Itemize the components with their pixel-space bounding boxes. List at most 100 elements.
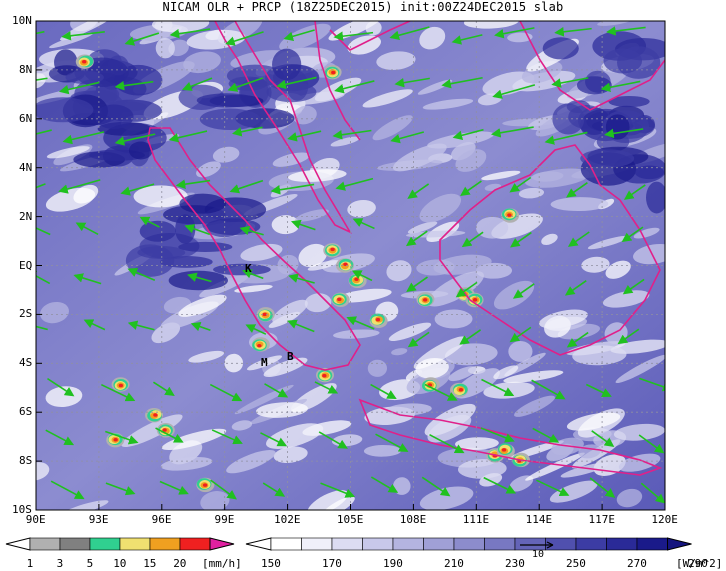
cloud-patch <box>347 199 376 218</box>
cloud-patch <box>46 146 90 159</box>
wind-vector <box>36 270 51 285</box>
precip-bar-bin <box>59 537 91 551</box>
lat-label: 4S <box>19 356 33 370</box>
wind-vector <box>262 482 286 497</box>
precip-bar-bin <box>89 537 121 551</box>
precip-cell <box>262 312 267 317</box>
wind-vector <box>640 482 665 504</box>
wind-vector <box>460 180 482 197</box>
cloud-patch <box>161 428 227 450</box>
precip-unit-label: [mm/h] <box>202 557 242 570</box>
lon-label: 99E <box>214 513 235 526</box>
cloud-patch <box>613 423 665 441</box>
wind-vector <box>139 216 160 228</box>
wind-vector <box>187 272 212 283</box>
lat-label: EQ <box>19 258 33 272</box>
wind-vector <box>225 31 264 46</box>
cloud-patch <box>200 491 230 510</box>
precip-cell <box>337 297 342 302</box>
lon-label: 111E <box>462 513 490 526</box>
cloud-patch <box>307 260 340 271</box>
wind-vector <box>483 476 517 494</box>
cloud-patch <box>581 256 610 273</box>
wind-vector <box>36 77 48 81</box>
lat-label: 10S <box>12 503 32 516</box>
wind-vector <box>232 126 263 137</box>
cloud-patch <box>263 357 308 377</box>
lon-label: 114E <box>525 513 553 526</box>
cloud-patch <box>367 359 388 377</box>
cloud-patch <box>363 444 402 457</box>
wind-vector <box>245 324 267 335</box>
wind-vector <box>604 128 644 139</box>
wind-vector <box>407 331 430 348</box>
wind-vector <box>623 184 646 200</box>
wind-vector <box>36 325 48 331</box>
wind-vector <box>544 131 588 145</box>
cloud-patch <box>434 309 473 329</box>
wind-vector <box>36 30 45 35</box>
wind-vector <box>36 227 51 236</box>
cloud-patch <box>372 115 413 141</box>
cloud-patch <box>550 197 609 212</box>
wind-vector <box>242 269 264 280</box>
cloud-patch <box>295 209 329 222</box>
wind-vector <box>490 126 534 138</box>
cloud-patch <box>508 341 533 362</box>
olr-tick-label: 190 <box>383 557 403 570</box>
wind-vector <box>73 273 102 285</box>
coastline-segment <box>329 21 411 51</box>
cloud-patch <box>365 21 382 36</box>
cloud-patch <box>246 355 282 371</box>
clear-sky-patch <box>139 220 176 242</box>
cloud-patch <box>196 161 221 178</box>
wind-vector <box>124 32 160 46</box>
cloud-patch <box>272 299 308 324</box>
cloud-patch <box>549 480 598 503</box>
wind-vector <box>288 273 315 284</box>
cloud-patch <box>407 221 438 234</box>
olr-bar-bin <box>453 537 485 551</box>
precip-cell <box>118 383 124 388</box>
precip-tick-label: 1 <box>26 557 34 570</box>
cloud-patch <box>39 301 69 324</box>
wind-vector <box>405 230 428 247</box>
precip-cell <box>153 413 158 417</box>
precip-cell <box>472 298 478 302</box>
wind-vector <box>639 377 665 392</box>
place-label-k: K <box>245 262 252 275</box>
wind-vector <box>62 131 105 145</box>
lat-label: 6N <box>19 111 33 125</box>
olr-unit-label: [W/m^2] <box>676 557 723 570</box>
precip-tick-label: 20 <box>173 557 187 570</box>
cloud-patch <box>388 322 432 341</box>
wind-vector <box>622 278 645 295</box>
cloud-patch <box>633 227 660 239</box>
cloud-patch <box>286 91 345 105</box>
wind-vector <box>50 480 85 500</box>
precip-colorbar <box>5 537 235 551</box>
lat-label: 6S <box>19 405 33 419</box>
wind-vector <box>332 129 372 140</box>
lon-label: 96E <box>151 513 172 526</box>
clear-sky-patch <box>125 244 175 277</box>
cloud-patch <box>36 73 46 89</box>
cloud-patch <box>212 146 240 163</box>
olr-tick-label: 270 <box>627 557 647 570</box>
clear-sky-patch <box>94 104 134 130</box>
wind-vector <box>621 226 644 243</box>
wind-vector <box>346 316 375 330</box>
plot-area <box>36 21 665 510</box>
precip-cell <box>330 247 335 252</box>
precip-cell <box>422 298 428 302</box>
wind-vector <box>239 225 264 236</box>
precip-bar-bin <box>179 537 211 551</box>
cloud-patch <box>507 32 533 43</box>
lon-label: 108E <box>399 513 427 526</box>
wind-vector <box>47 377 75 397</box>
olr-deep-layer <box>36 31 665 291</box>
cloud-patch <box>376 51 416 70</box>
wind-vector <box>264 383 289 398</box>
coastline-segment <box>358 398 663 476</box>
